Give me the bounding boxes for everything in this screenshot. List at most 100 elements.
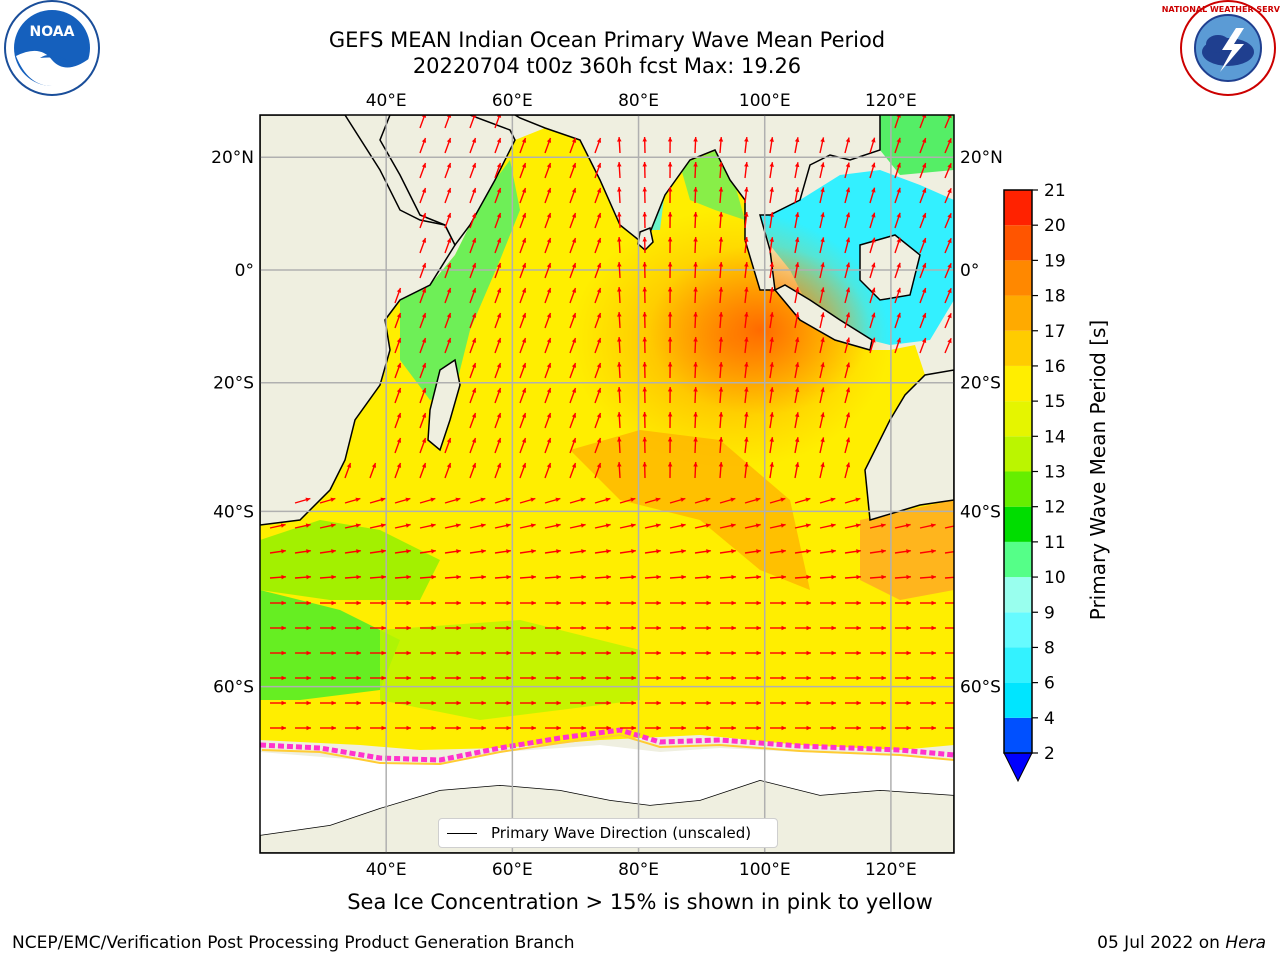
wave-arrow (569, 462, 577, 479)
wave-arrow (519, 362, 527, 379)
wave-arrow (769, 137, 774, 154)
wave-arrow (744, 187, 749, 204)
wave-arrow (594, 462, 602, 479)
wave-arrow (669, 523, 686, 529)
wave-arrow (617, 211, 622, 229)
wave-arrow (544, 387, 552, 404)
wave-arrow (469, 523, 486, 529)
wave-arrow (695, 650, 711, 656)
wave-arrow (444, 162, 452, 179)
wave-arrow (419, 412, 427, 429)
wave-arrow (919, 337, 927, 354)
nws-logo: NATIONAL WEATHER SERVICE (1162, 0, 1280, 96)
wave-arrow (719, 497, 736, 504)
wave-arrow (495, 625, 511, 631)
wave-arrow (469, 212, 477, 229)
legend: Primary Wave Direction (unscaled) (438, 818, 778, 848)
wave-arrow (395, 650, 411, 656)
wave-arrow (845, 650, 861, 656)
wave-arrow (445, 725, 461, 731)
wave-arrow (744, 462, 749, 479)
wave-arrow (844, 412, 851, 429)
wave-arrow (945, 677, 954, 679)
wave-arrow (894, 237, 901, 254)
wave-arrow (620, 600, 636, 606)
wave-arrow (494, 187, 502, 204)
wave-arrow (667, 136, 673, 154)
wave-arrow (670, 675, 686, 681)
colorbar-tick: 6 (1044, 674, 1055, 694)
wave-arrow (619, 574, 637, 580)
wave-arrow (419, 574, 437, 580)
wave-arrow (469, 497, 486, 504)
wave-arrow (695, 625, 711, 631)
wave-arrow (870, 625, 886, 631)
wave-arrow (770, 650, 786, 656)
wave-arrow (645, 650, 661, 656)
wave-arrow (642, 361, 647, 379)
wave-arrow (844, 237, 851, 254)
wave-arrow (394, 462, 402, 479)
wave-arrow (569, 387, 577, 404)
wave-arrow (693, 236, 698, 254)
wave-arrow (395, 700, 411, 706)
wave-arrow (642, 286, 647, 304)
colorbar-tick: 8 (1044, 638, 1055, 658)
wave-arrow (667, 286, 673, 304)
lat-tick-right: 40°S (960, 502, 1001, 522)
wave-arrow (944, 212, 952, 229)
wave-arrow (744, 287, 749, 304)
wave-arrow (894, 162, 901, 179)
colorbar-tick: 13 (1044, 463, 1066, 483)
wave-arrow (394, 362, 402, 379)
wave-arrow (570, 625, 586, 631)
wave-arrow (269, 549, 286, 554)
wave-arrow (820, 725, 836, 731)
wave-arrow (444, 497, 461, 504)
wave-arrow (494, 212, 502, 229)
colorbar-segment (1004, 612, 1032, 648)
wave-arrow (919, 212, 927, 229)
wave-arrow (419, 549, 436, 554)
wave-arrow (544, 362, 552, 379)
wave-arrow (619, 549, 636, 554)
wave-arrow (670, 600, 686, 606)
axis-ticks: 40°E 40°E 60°E 60°E 80°E 80°E 100°E 100°E 120°E 1… (211, 91, 1003, 880)
wave-arrow (718, 261, 724, 279)
wave-arrow (894, 574, 912, 580)
wave-arrow (667, 161, 673, 179)
wave-arrow (369, 574, 387, 580)
wave-arrow (470, 675, 486, 681)
wave-arrow (394, 437, 402, 454)
wave-arrow (395, 625, 411, 631)
wave-arrow (419, 262, 427, 279)
wave-arrow (294, 497, 311, 504)
wave-arrow (944, 187, 952, 204)
wave-arrow (794, 212, 800, 229)
lat-tick-left: 20°N (211, 148, 254, 168)
wave-arrow (494, 237, 502, 254)
ocean-green-south-2 (380, 620, 640, 720)
wave-arrow (642, 236, 647, 254)
colorbar-segment (1004, 225, 1032, 261)
wave-arrow (519, 187, 527, 204)
wave-arrow (919, 523, 936, 529)
wave-arrow (494, 337, 502, 354)
wave-arrow (769, 312, 774, 329)
wave-arrow (670, 700, 686, 706)
wave-arrow (544, 287, 552, 304)
wave-arrow (544, 212, 552, 229)
wave-arrow (945, 627, 954, 629)
wave-arrow (895, 625, 911, 631)
wave-arrow (894, 287, 901, 304)
wave-arrow (519, 497, 536, 504)
wave-arrow (520, 725, 536, 731)
wave-arrow (295, 625, 311, 631)
wave-arrow (617, 461, 622, 479)
wave-arrow (619, 497, 636, 504)
colorbar-segment (1004, 541, 1032, 578)
colorbar-tick: 15 (1044, 392, 1066, 412)
wave-arrow (494, 312, 502, 329)
wave-arrow (667, 311, 673, 329)
